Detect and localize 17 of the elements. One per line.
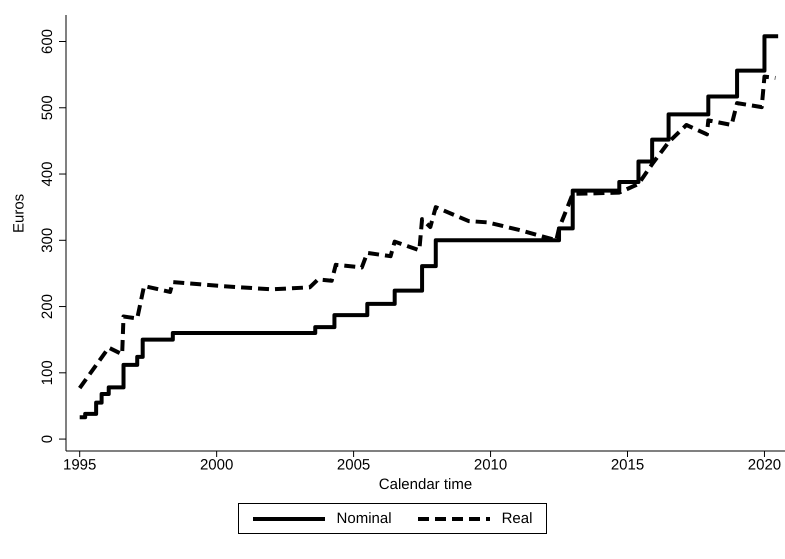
y-tick-label: 100 — [39, 360, 56, 386]
x-tick-label: 2015 — [610, 456, 644, 474]
y-tick-label: 0 — [39, 434, 56, 444]
x-tick-label: 2010 — [474, 456, 508, 474]
x-tick-label: 2020 — [748, 456, 782, 474]
x-tick-label: 1995 — [63, 456, 96, 474]
x-tick-label: 2005 — [336, 456, 370, 474]
y-axis-title: Euros — [10, 194, 28, 233]
legend-label: Nominal — [336, 510, 392, 527]
y-tick-label: 500 — [39, 95, 56, 120]
y-tick-label: 600 — [39, 28, 56, 54]
legend-label: Real — [502, 510, 532, 527]
y-tick-label: 400 — [39, 162, 56, 187]
x-tick-label: 2000 — [200, 456, 234, 474]
y-tick-label: 300 — [39, 228, 56, 253]
y-tick-label: 200 — [39, 294, 56, 320]
x-axis-title: Calendar time — [378, 476, 472, 493]
